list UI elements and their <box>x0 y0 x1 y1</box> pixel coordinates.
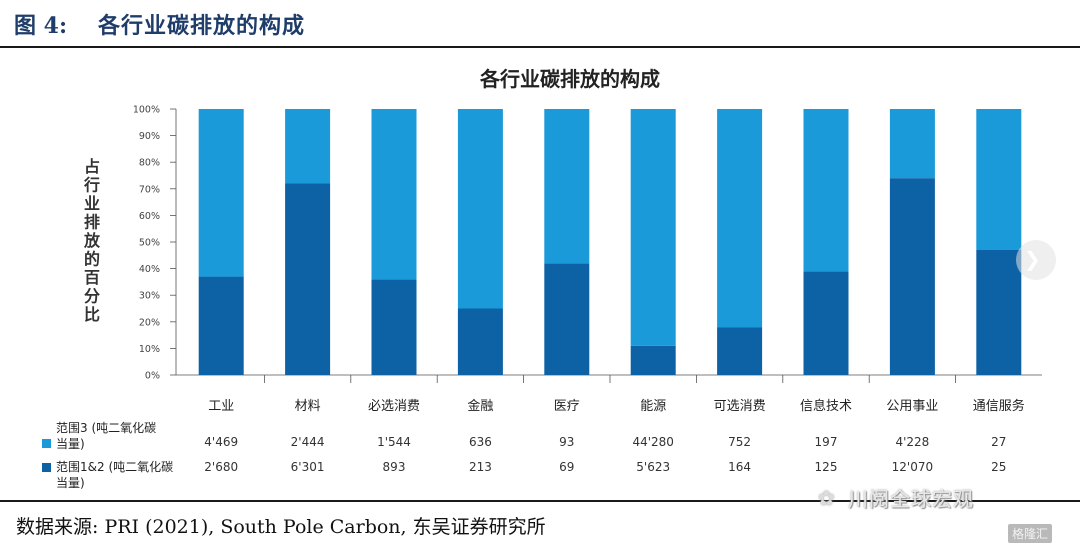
next-slide-button[interactable] <box>1016 240 1056 280</box>
y-tick-label: 30% <box>139 291 160 302</box>
y-tick-label: 20% <box>139 317 160 328</box>
x-tick-label: 金融 <box>467 398 493 414</box>
figure-label: 图 4: <box>14 13 68 39</box>
bar-scope12 <box>198 276 244 375</box>
bar-scope12 <box>717 327 763 375</box>
table-value-scope12: 125 <box>815 460 838 474</box>
bar-scope12 <box>457 308 503 375</box>
bar-scope12 <box>285 183 331 375</box>
source-note: 数据来源: PRI (2021), South Pole Carbon, 东吴证… <box>16 516 546 538</box>
wechat-icon: ✿ <box>818 486 835 510</box>
y-tick-label: 100% <box>133 105 160 116</box>
y-tick-label: 70% <box>139 184 160 195</box>
table-value-scope12: 164 <box>728 460 751 474</box>
bar-scope12 <box>803 271 849 375</box>
table-value-scope3: 93 <box>559 435 574 449</box>
bar-scope3 <box>457 109 503 309</box>
bar-scope3 <box>285 109 331 184</box>
chevron-right-icon[interactable]: ❯ <box>1024 247 1041 271</box>
table-value-scope3: 636 <box>469 435 492 449</box>
x-tick-label: 可选消费 <box>714 399 766 414</box>
y-tick-label: 60% <box>139 211 160 222</box>
x-tick-label: 能源 <box>640 399 666 414</box>
table-value-scope3: 44'280 <box>632 435 673 449</box>
bar-scope12 <box>371 279 417 375</box>
bar-scope3 <box>630 109 676 346</box>
table-value-scope3: 4'228 <box>895 435 929 449</box>
table-value-scope3: 27 <box>991 435 1006 449</box>
watermark-text: 川阅全球宏观 <box>848 487 974 511</box>
chart-title: 各行业碳排放的构成 <box>479 67 660 91</box>
bar-scope12 <box>976 249 1022 375</box>
figure-title: 各行业碳排放的构成 <box>98 13 306 39</box>
table-value-scope12: 213 <box>469 460 492 474</box>
table-value-scope12: 2'680 <box>204 460 238 474</box>
legend-label-scope3-line1: 范围3 (吨二氧化碳 <box>56 421 156 435</box>
x-tick-label: 材料 <box>295 399 321 414</box>
x-tick-label: 公用事业 <box>886 399 938 414</box>
legend-label-scope12-line1: 范围1&2 (吨二氧化碳 <box>56 460 173 474</box>
logo-watermark: 格隆汇 <box>1008 524 1053 543</box>
table-value-scope12: 5'623 <box>636 460 670 474</box>
bar-scope3 <box>198 109 244 277</box>
y-tick-label: 80% <box>139 158 160 169</box>
bar-scope3 <box>371 109 417 280</box>
y-tick-label: 40% <box>139 264 160 275</box>
bar-scope12 <box>889 178 935 375</box>
bar-scope3 <box>976 109 1022 250</box>
table-value-scope12: 25 <box>991 460 1006 474</box>
table-value-scope3: 2'444 <box>291 435 325 449</box>
x-tick-label: 必选消费 <box>368 399 420 414</box>
table-value-scope3: 752 <box>728 435 751 449</box>
table-value-scope12: 893 <box>383 460 406 474</box>
table-value-scope12: 12'070 <box>892 460 933 474</box>
table-value-scope12: 6'301 <box>291 460 325 474</box>
footer-rule <box>0 500 1080 502</box>
legend-label-scope3-line2: 当量) <box>56 437 85 451</box>
y-tick-label: 0% <box>145 371 160 382</box>
y-tick-label: 90% <box>139 131 160 142</box>
legend-label-scope12-line2: 当量) <box>56 476 85 490</box>
bar-scope12 <box>630 345 676 375</box>
figure-header: 图 4: 各行业碳排放的构成 <box>0 0 1080 48</box>
x-tick-label: 信息技术 <box>800 398 852 414</box>
legend-swatch-scope12 <box>42 463 51 472</box>
y-tick-label: 10% <box>139 344 160 355</box>
table-value-scope12: 69 <box>559 460 574 474</box>
table-value-scope3: 197 <box>815 435 838 449</box>
x-tick-label: 通信服务 <box>973 398 1025 414</box>
legend-swatch-scope3 <box>42 439 51 448</box>
bar-scope3 <box>803 109 849 272</box>
x-tick-label: 医疗 <box>554 399 580 414</box>
y-tick-label: 50% <box>139 238 160 249</box>
bar-scope3 <box>889 109 935 179</box>
x-tick-label: 工业 <box>208 399 234 414</box>
table-value-scope3: 4'469 <box>204 435 238 449</box>
bar-scope3 <box>717 109 763 328</box>
bar-scope12 <box>544 263 590 375</box>
table-value-scope3: 1'544 <box>377 435 411 449</box>
y-axis-label: 占行业排放的百分比 <box>83 157 101 324</box>
bar-scope3 <box>544 109 590 264</box>
